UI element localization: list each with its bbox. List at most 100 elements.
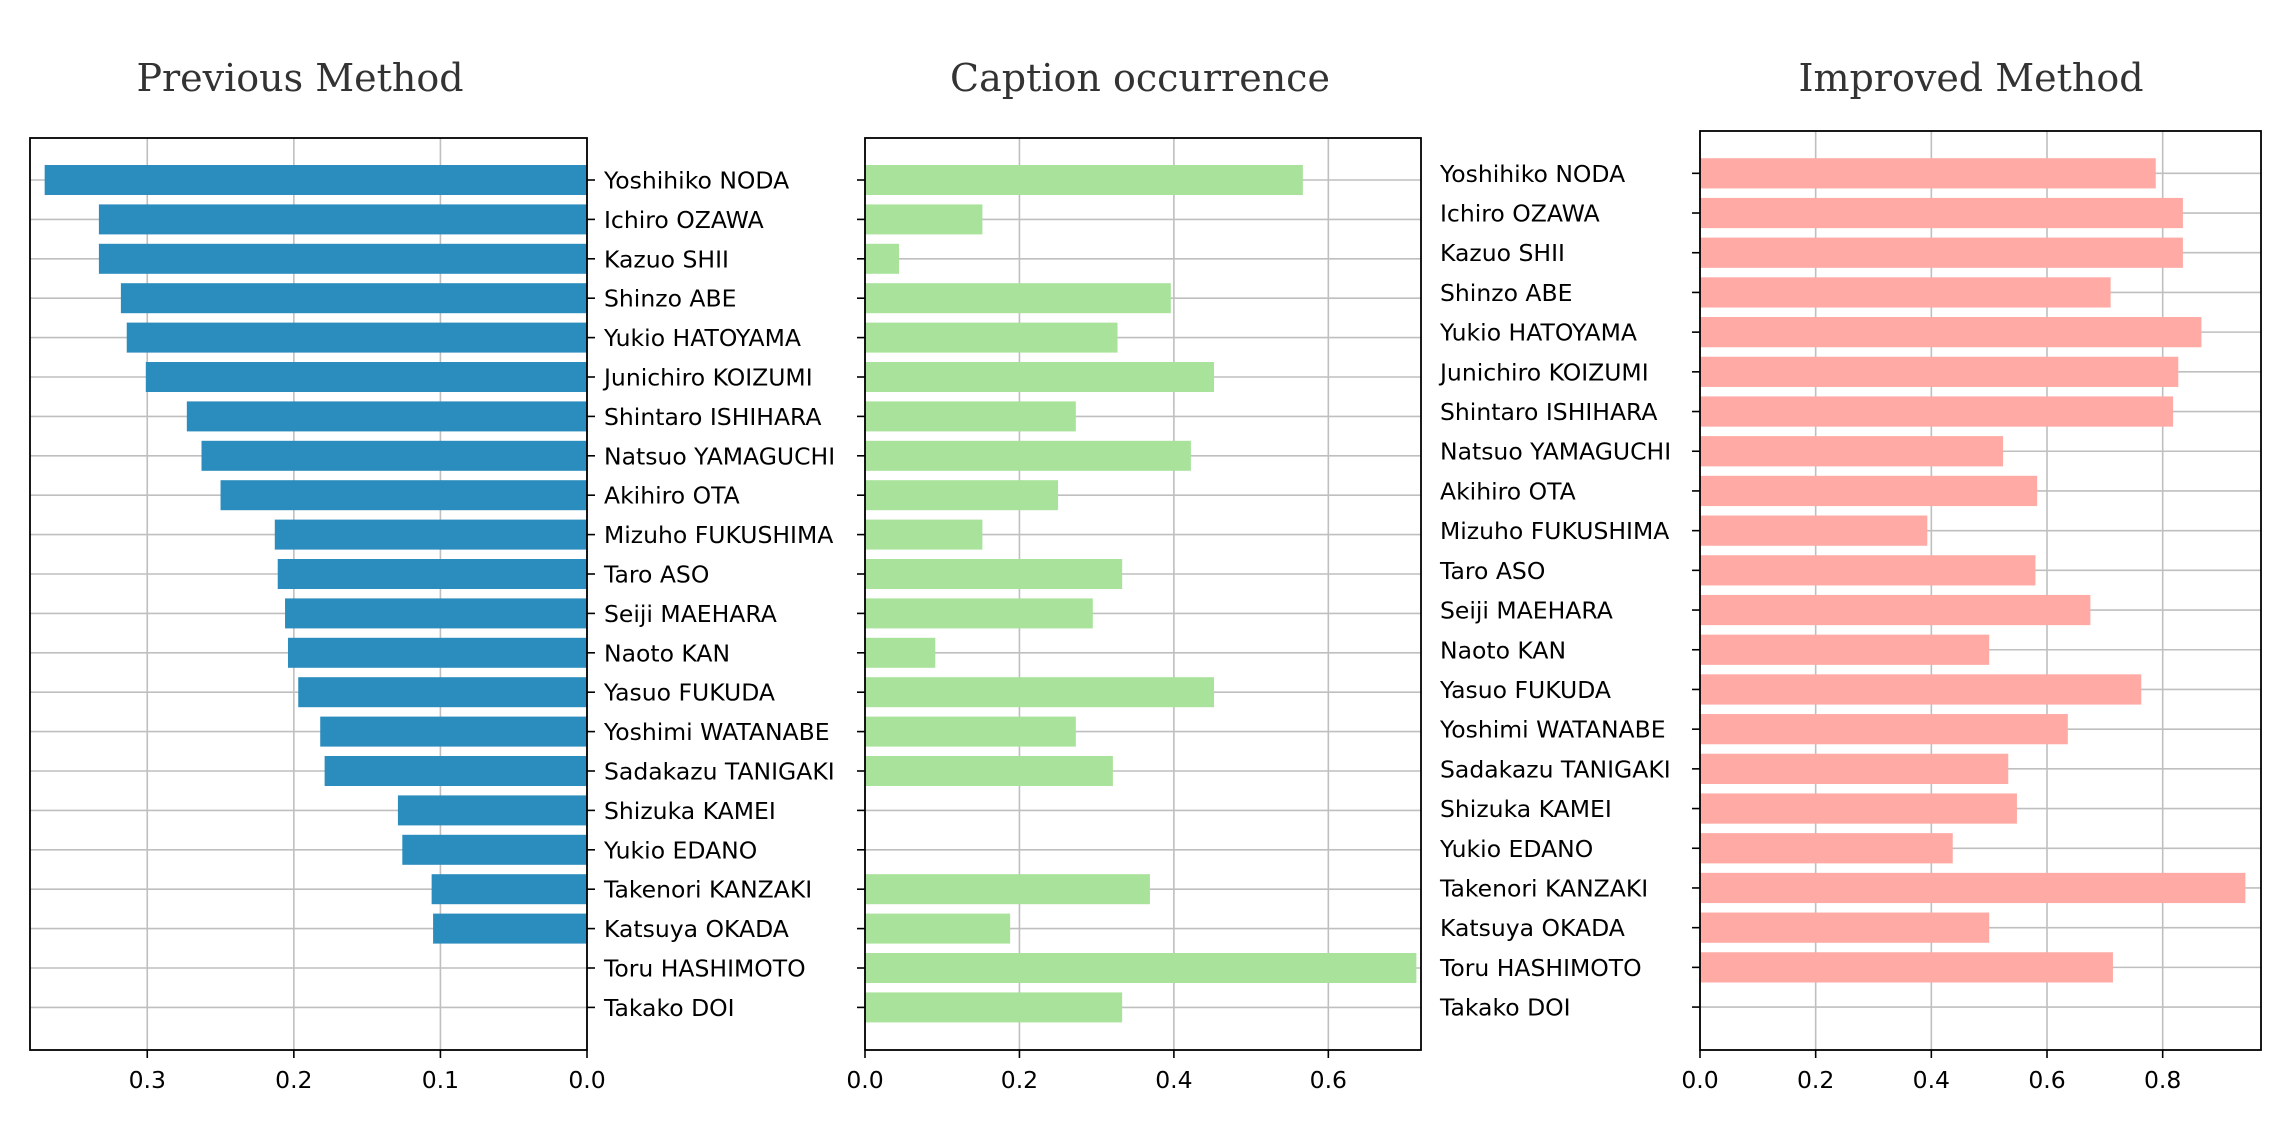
panel-caption-occurrence: Caption occurrence 0.0 0.2 0.4 0.6 (846, 56, 1422, 1094)
bar-shizuka-kamei (1700, 793, 2017, 824)
bar-natsuo-yamaguchi (865, 440, 1191, 471)
bar-shinzo-abe (120, 283, 588, 314)
bar-katsuya-okada (1700, 912, 1990, 943)
panel-improved-method: Improved Method 0.0 0.2 0.4 0.6 0.8 Yoshihiko … (1438, 56, 2262, 1094)
bar-naoto-kan (287, 637, 587, 668)
category-label: Shinzo ABE (1440, 279, 1572, 307)
category-label: Mizuho FUKUSHIMA (1440, 517, 1669, 545)
category-label: Shintaro ISHIHARA (604, 403, 822, 431)
bar-katsuya-okada (865, 913, 1011, 944)
bar-shinzo-abe (1700, 277, 2111, 308)
x-tick-label: 0.6 (2028, 1066, 2065, 1094)
x-tick-label: 0.1 (422, 1066, 459, 1094)
bar-mizuho-fukushima (865, 519, 983, 550)
category-label: Yoshihiko NODA (603, 167, 789, 195)
bar-taro-aso (865, 559, 1123, 589)
bar-yasuo-fukuda (298, 677, 587, 708)
category-label: Taro ASO (603, 561, 709, 589)
category-label: Yukio HATOYAMA (603, 324, 801, 352)
category-label: Takako DOI (1439, 994, 1571, 1022)
category-label: Katsuya OKADA (604, 915, 789, 943)
bar-yukio-edano (402, 834, 587, 865)
bar-mizuho-fukushima (274, 519, 587, 550)
category-label: Yoshimi WATANABE (1439, 716, 1666, 744)
bar-akihiro-ota (1700, 475, 2038, 507)
x-tick-label: 0.0 (1681, 1066, 1718, 1094)
bar-yasuo-fukuda (865, 677, 1215, 708)
bar-yoshihiko-noda (1700, 158, 2156, 189)
bar-seiji-maehara (285, 598, 587, 629)
bar-yukio-edano (1700, 833, 1953, 864)
x-tick-label: 0.2 (1797, 1066, 1834, 1094)
category-label: Yoshimi WATANABE (603, 718, 830, 746)
category-label: Shizuka KAMEI (1440, 795, 1612, 823)
bar-junichiro-koizumi (865, 362, 1215, 392)
bar-takenori-kanzaki (1700, 872, 2246, 904)
x-tick-label: 0.4 (1913, 1066, 1950, 1094)
bar-yoshihiko-noda (865, 165, 1303, 195)
panel-title: Previous Method (136, 56, 463, 100)
bar-seiji-maehara (865, 598, 1093, 629)
x-tick-label: 0.0 (846, 1066, 883, 1094)
category-label: Kazuo SHII (604, 245, 729, 273)
category-label: Shizuka KAMEI (604, 797, 776, 825)
bar-shinzo-abe (865, 283, 1171, 314)
x-tick-label: 0.4 (1155, 1066, 1192, 1094)
category-label: Takako DOI (603, 994, 735, 1022)
bar-junichiro-koizumi (1700, 356, 2179, 387)
category-label: Toru HASHIMOTO (1439, 954, 1642, 982)
category-label: Mizuho FUKUSHIMA (604, 521, 833, 549)
category-label: Yasuo FUKUDA (1439, 676, 1611, 704)
bar-sadakazu-tanigaki (324, 756, 587, 786)
category-label: Junichiro KOIZUMI (1438, 358, 1649, 386)
category-label: Ichiro OZAWA (604, 206, 764, 234)
bar-ichiro-ozawa (865, 204, 983, 235)
bar-shintaro-ishihara (186, 401, 587, 432)
category-label: Yukio EDANO (603, 836, 757, 864)
bar-kazuo-shii (98, 243, 588, 274)
category-label: Yoshihiko NODA (1439, 160, 1625, 188)
bar-akihiro-ota (865, 480, 1059, 511)
plot-frame (1699, 130, 2262, 1051)
bar-toru-hashimoto (1700, 952, 2113, 983)
category-label: Naoto KAN (1440, 636, 1566, 664)
bar-yoshihiko-noda (44, 165, 587, 195)
x-tick-label: 0.8 (2144, 1066, 2181, 1094)
category-label: Kazuo SHII (1440, 239, 1565, 267)
bar-natsuo-yamaguchi (1700, 436, 2004, 467)
category-label: Takenori KANZAKI (603, 876, 812, 904)
panel-title: Caption occurrence (950, 56, 1330, 100)
bar-yukio-hatoyama (865, 322, 1118, 353)
x-tick-label: 0.6 (1310, 1066, 1347, 1094)
category-label: Taro ASO (1439, 557, 1545, 585)
category-label: Naoto KAN (604, 639, 730, 667)
bar-takenori-kanzaki (865, 874, 1150, 905)
bar-yasuo-fukuda (1700, 674, 2142, 705)
category-label: Yasuo FUKUDA (603, 679, 775, 707)
bar-toru-hashimoto (865, 953, 1417, 983)
category-label: Toru HASHIMOTO (603, 955, 806, 983)
bar-katsuya-okada (433, 913, 587, 944)
category-label: Akihiro OTA (604, 482, 740, 510)
panel-previous-method: Previous Method 0.3 0.2 0.1 0.0 Yoshihiko NOD… (29, 56, 835, 1094)
bar-sadakazu-tanigaki (865, 756, 1113, 786)
bar-taro-aso (277, 559, 587, 589)
category-label: Seiji MAEHARA (604, 600, 777, 628)
panel-title: Improved Method (1798, 56, 2143, 100)
x-tick-label: 0.2 (275, 1066, 312, 1094)
category-label: Takenori KANZAKI (1439, 874, 1648, 902)
category-label: Sadakazu TANIGAKI (1440, 755, 1671, 783)
category-label: Shintaro ISHIHARA (1440, 398, 1658, 426)
category-label: Katsuya OKADA (1440, 914, 1625, 942)
bar-mizuho-fukushima (1700, 515, 1928, 546)
bar-yoshimi-watanabe (320, 716, 587, 747)
category-label: Yukio EDANO (1439, 835, 1593, 863)
category-label: Yukio HATOYAMA (1439, 319, 1637, 347)
category-label: Junichiro KOIZUMI (602, 364, 813, 392)
category-label: Ichiro OZAWA (1440, 200, 1600, 228)
bar-yukio-hatoyama (126, 322, 588, 353)
bar-yoshimi-watanabe (865, 716, 1076, 747)
bar-yoshimi-watanabe (1700, 714, 2068, 745)
bar-natsuo-yamaguchi (201, 440, 587, 471)
